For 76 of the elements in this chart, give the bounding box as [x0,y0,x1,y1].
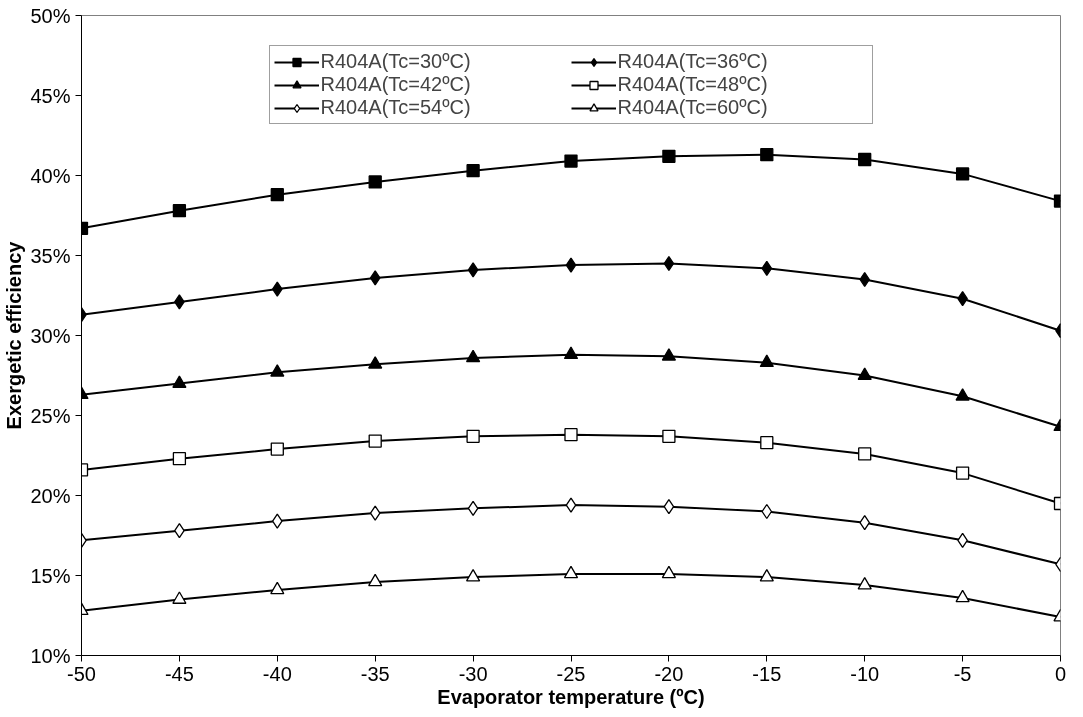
x-tick-label: -25 [556,662,586,685]
point [270,188,284,202]
legend-label: R404A(Tc=54ºC) [320,96,472,119]
point [761,260,773,276]
point [466,429,480,443]
y-tick-label: 50% [30,4,71,27]
y-axis-title: Exergetic efficiency [3,240,26,430]
point [563,346,579,360]
x-tick-label: -5 [953,662,972,685]
point [955,589,970,603]
point [857,576,872,590]
point [761,503,773,520]
point [759,568,774,582]
legend-label: R404A(Tc=42ºC) [320,73,472,96]
point [368,573,383,587]
point [172,204,187,218]
y-tick-label: 35% [30,244,71,267]
x-axis-title: Evaporator temperature (ºC) [437,685,705,708]
point [270,364,285,377]
point [271,513,283,529]
point [465,349,481,363]
point [465,568,481,582]
point [661,348,677,361]
y-tick-label: 15% [30,564,71,587]
y-tick-label: 40% [30,164,71,187]
point [858,152,872,167]
point [270,442,284,456]
point [172,452,187,466]
point [563,565,579,579]
point [859,515,871,531]
point [955,466,970,480]
point [172,375,187,388]
y-tick-label: 30% [30,324,71,347]
point [565,257,577,273]
point [760,436,774,450]
point [368,356,383,369]
point [369,505,381,521]
x-tick-label: -20 [654,662,684,685]
point [565,497,577,513]
point [955,388,970,401]
y-tick-label: 45% [30,84,71,107]
point [955,167,970,181]
point [368,175,382,189]
point [859,271,871,288]
y-tick-label: 25% [30,404,71,427]
point [760,148,774,162]
x-tick-label: -35 [360,662,390,685]
legend-label: R404A(Tc=48ºC) [617,73,769,96]
point [663,255,675,272]
point [466,164,480,178]
x-tick-label: -40 [262,662,292,685]
point [662,429,676,443]
x-tick-label: -45 [164,662,194,685]
point [857,367,872,380]
point [369,270,381,286]
point [467,500,479,516]
point [467,262,479,278]
point [172,591,187,604]
y-tick-label: 20% [30,484,71,507]
point [564,154,578,168]
point [368,434,382,448]
point [663,499,675,515]
point [271,281,283,297]
point [662,149,676,163]
x-tick-label: -15 [752,662,782,685]
x-tick-label: 0 [1054,662,1067,685]
legend-label: R404A(Tc=30ºC) [320,50,472,73]
x-tick-label: -10 [850,662,880,685]
point [759,354,774,368]
x-tick-label: -30 [458,662,488,685]
point [270,581,285,595]
point [661,565,677,579]
legend-label: R404A(Tc=36ºC) [617,50,769,73]
point [564,428,578,442]
point [858,447,872,461]
legend-label: R404A(Tc=60ºC) [617,96,769,119]
